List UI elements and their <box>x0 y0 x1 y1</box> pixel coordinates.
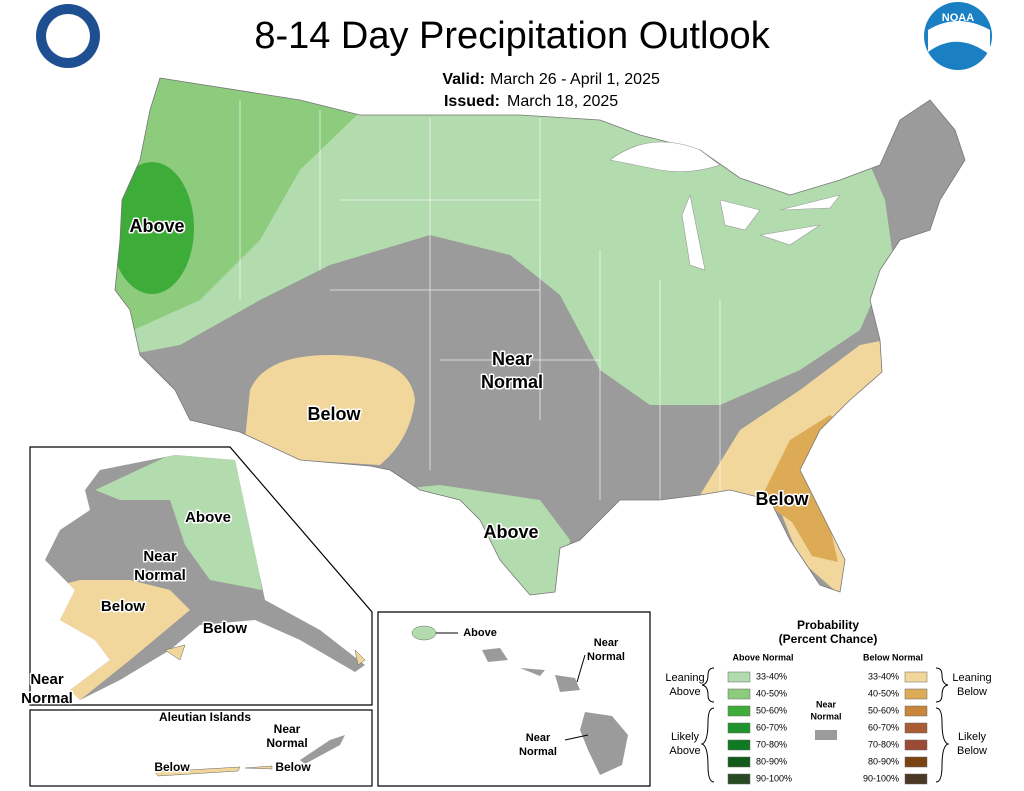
aleutian-east <box>300 735 345 764</box>
region-label: Below <box>307 404 361 424</box>
legend-swatch <box>904 688 928 700</box>
region-label: Leaning <box>665 672 704 684</box>
legend-swatch <box>904 705 928 717</box>
legend-label: 90-100% <box>863 773 899 783</box>
legend-swatch <box>727 722 751 734</box>
region-label: Near <box>143 548 177 565</box>
legend-swatch <box>727 688 751 700</box>
legend-label: 40-50% <box>756 688 787 698</box>
legend-near-label: Normal <box>810 711 841 721</box>
issued-label: Issued: <box>444 93 500 110</box>
legend-label: 80-90% <box>868 756 899 766</box>
region-label: Above <box>185 509 231 526</box>
legend-swatch <box>904 739 928 751</box>
legend-label: 90-100% <box>756 773 792 783</box>
region-label: Above <box>463 627 497 639</box>
alaska-islands <box>164 644 366 666</box>
legend-swatch <box>904 722 928 734</box>
legend-swatch <box>727 773 751 785</box>
legend-below-header: Below Normal <box>863 652 923 662</box>
region-label: Below <box>101 598 146 615</box>
region-label: Below <box>957 686 987 698</box>
region-label: Normal <box>134 567 186 584</box>
region-label: Normal <box>266 736 307 750</box>
region-label: Near <box>274 722 301 736</box>
legend-label: 40-50% <box>868 688 899 698</box>
legend-label: 70-80% <box>868 739 899 749</box>
leader-lines <box>436 632 589 741</box>
great-lakes <box>609 141 841 271</box>
legend-swatch <box>727 739 751 751</box>
region-label: Above <box>483 522 538 542</box>
legend-label: 80-90% <box>756 756 787 766</box>
commerce-seal-center <box>46 14 90 58</box>
region-label: Normal <box>21 690 73 707</box>
legend-above-header: Above Normal <box>732 652 793 662</box>
legend-label: 70-80% <box>756 739 787 749</box>
legend-swatch <box>727 756 751 768</box>
conus-outline <box>114 77 966 596</box>
legend-swatch <box>904 756 928 768</box>
legend-swatch <box>904 773 928 785</box>
legend-braces <box>700 667 950 783</box>
region-label: Below <box>154 760 190 774</box>
region-label: Above <box>129 216 184 236</box>
region-label: Normal <box>481 372 543 392</box>
region-label: Near <box>594 637 619 649</box>
noaa-gull <box>928 21 990 55</box>
legend-swatch <box>727 705 751 717</box>
region-label: Near <box>492 349 532 369</box>
region-label: Normal <box>519 746 557 758</box>
region-label: Below <box>755 489 809 509</box>
legend-swatch <box>727 671 751 683</box>
region-label: Near <box>30 671 64 688</box>
legend-label: 60-70% <box>756 722 787 732</box>
title: 8-14 Day Precipitation Outlook <box>254 15 770 57</box>
legend-title: Probability <box>797 618 859 632</box>
valid-label: Valid: <box>442 71 485 88</box>
legend-subtitle: (Percent Chance) <box>779 632 878 646</box>
region-label: Normal <box>587 651 625 663</box>
legend-label: 33-40% <box>868 671 899 681</box>
hawaii-islands <box>482 648 628 775</box>
legend-label: 50-60% <box>756 705 787 715</box>
kauai <box>411 625 437 641</box>
region-label: Leaning <box>952 672 991 684</box>
region-label: Near <box>526 732 551 744</box>
legend-label: 60-70% <box>868 722 899 732</box>
legend-near-label: Near <box>816 699 837 709</box>
legend-label: 50-60% <box>868 705 899 715</box>
region-label: Likely <box>671 731 700 743</box>
hawaii-inset <box>377 611 651 787</box>
region-label: Below <box>957 745 987 757</box>
region-label: Likely <box>958 731 987 743</box>
issued-text: March 18, 2025 <box>507 93 618 110</box>
legend-label: 33-40% <box>756 671 787 681</box>
aleutian-islands-shape <box>154 765 273 777</box>
valid-text: March 26 - April 1, 2025 <box>490 71 660 88</box>
region-label: Below <box>275 760 311 774</box>
legend-swatch <box>815 730 837 740</box>
legend-swatch <box>904 671 928 683</box>
region-label: Below <box>203 620 248 637</box>
region-label: Above <box>669 745 700 757</box>
region-label: Above <box>669 686 700 698</box>
noaa-text: NOAA <box>942 12 974 24</box>
aleutian-title: Aleutian Islands <box>159 710 251 724</box>
